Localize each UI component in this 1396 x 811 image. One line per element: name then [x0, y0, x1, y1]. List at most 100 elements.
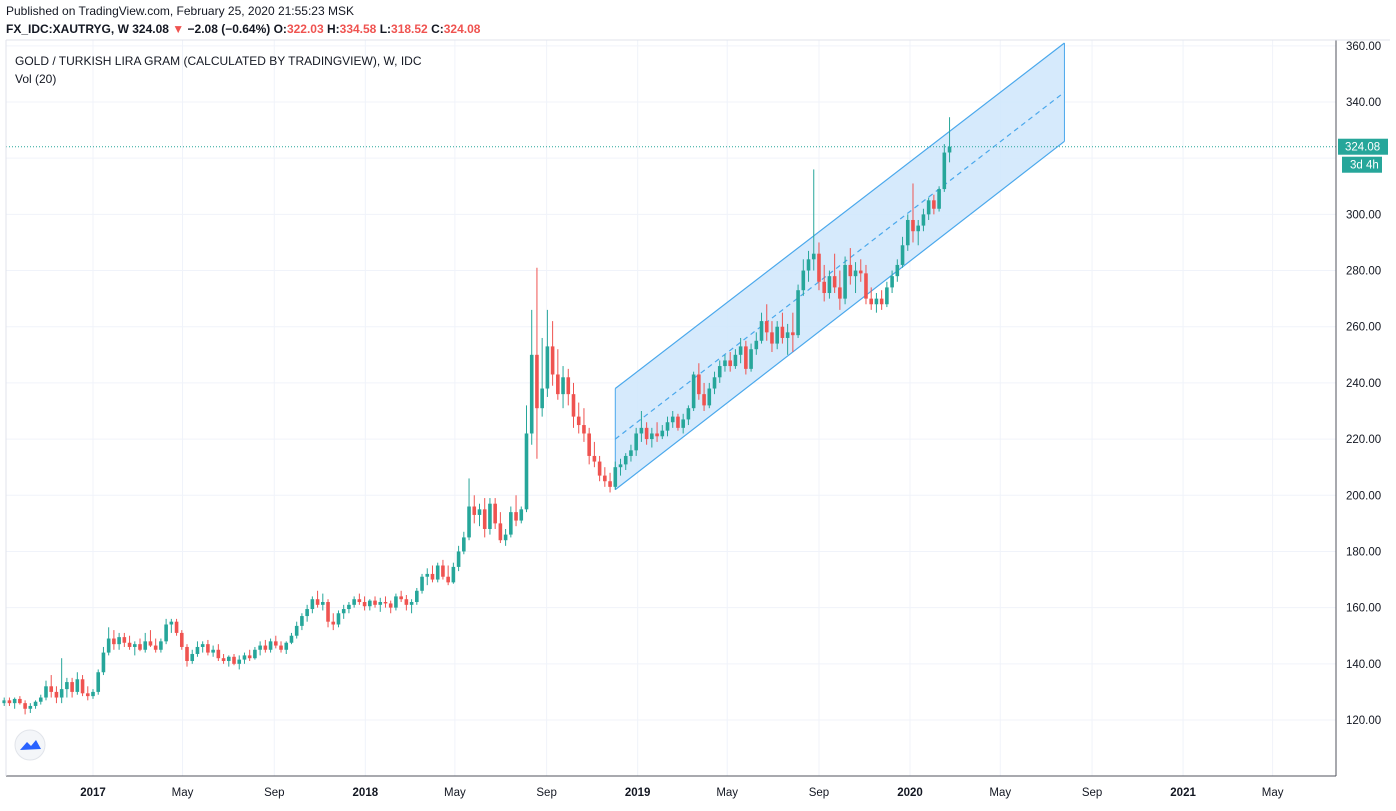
candle-body — [644, 427, 649, 440]
candle-body — [728, 360, 732, 367]
candle-body — [38, 697, 43, 702]
ohlc-line: FX_IDC:XAUTRYG, W 324.08 ▼ −2.08 (−0.64%… — [6, 22, 480, 36]
candle-body — [195, 646, 200, 654]
candle-body — [509, 512, 513, 535]
candle-body — [378, 602, 383, 605]
close-value: 324.08 — [443, 22, 481, 36]
candle-body — [608, 481, 612, 487]
candle-body — [101, 652, 106, 673]
candle-body — [362, 602, 367, 607]
candle-body — [759, 321, 764, 341]
chart-title: GOLD / TURKISH LIRA GRAM (CALCULATED BY … — [15, 54, 422, 68]
candle-body — [75, 679, 80, 692]
channel-median-line — [614, 91, 1065, 440]
candle-body — [702, 394, 706, 406]
close-label: C: — [431, 22, 444, 36]
high-label: H: — [326, 22, 340, 36]
candle-body — [2, 700, 7, 704]
candle-body — [691, 374, 696, 409]
candle-body — [650, 433, 654, 440]
candle-body — [399, 596, 403, 600]
candle-body — [49, 686, 54, 692]
candle-body — [279, 645, 283, 650]
candle-body — [164, 624, 168, 642]
volume-indicator-label: Vol (20) — [15, 72, 56, 86]
candle-body — [503, 534, 508, 541]
candle-body — [284, 642, 289, 650]
channel-upper-line — [614, 42, 1065, 390]
x-tick-label: 2021 — [1170, 787, 1196, 799]
candle-body — [686, 408, 691, 420]
candle-body — [321, 602, 325, 605]
candle-body — [54, 691, 59, 698]
candle-body — [858, 270, 863, 274]
price-badge-text: 324.08 — [1345, 142, 1380, 154]
x-tick-label: May — [172, 787, 194, 799]
candle-body — [23, 703, 27, 709]
candle-body — [216, 649, 221, 659]
x-tick-label: 2020 — [897, 787, 923, 799]
open-label: O: — [273, 22, 287, 36]
y-tick-label: 220.00 — [1346, 434, 1381, 446]
tradingview-logo-icon[interactable] — [14, 729, 46, 761]
candle-body — [12, 698, 17, 704]
candle-body — [482, 509, 487, 529]
candle-body — [425, 573, 430, 577]
y-tick-label: 280.00 — [1346, 266, 1381, 278]
candle-body — [697, 374, 701, 395]
candle-body — [712, 377, 717, 389]
candle-body — [268, 641, 273, 650]
candle-body — [174, 621, 179, 633]
candle-body — [472, 506, 477, 515]
candle-body — [514, 512, 518, 521]
candle-body — [127, 642, 132, 647]
candle-body — [18, 698, 22, 704]
candle-body — [853, 270, 858, 277]
open-value: 322.03 — [286, 22, 324, 36]
candle-body — [911, 219, 915, 232]
candle-body — [629, 450, 633, 456]
candle-body — [117, 637, 121, 645]
candle-body — [388, 603, 393, 608]
candle-body — [294, 625, 299, 636]
candle-body — [916, 225, 921, 232]
candle-body — [331, 621, 336, 625]
candle-body — [85, 693, 90, 697]
candle-body — [827, 276, 832, 294]
x-tick-label: 2017 — [80, 787, 106, 799]
candle-body — [404, 599, 409, 605]
candle-body — [947, 146, 952, 153]
candle-body — [843, 264, 847, 299]
candle-body — [670, 416, 675, 423]
candle-body — [451, 566, 456, 583]
candle-body — [556, 374, 560, 395]
candle-body — [477, 509, 482, 515]
candle-body — [655, 433, 659, 437]
candle-body — [926, 200, 931, 215]
candle-body — [237, 659, 242, 664]
parallel-channel[interactable] — [614, 42, 1065, 491]
candle-body — [785, 332, 790, 338]
candle-body — [420, 576, 424, 591]
x-tick-label: Sep — [1082, 787, 1102, 799]
y-tick-label: 180.00 — [1346, 546, 1381, 558]
candle-body — [65, 682, 69, 690]
y-tick-label: 200.00 — [1346, 490, 1381, 502]
candle-body — [305, 609, 309, 617]
candle-body — [326, 602, 330, 622]
candle-body — [96, 672, 101, 692]
candle-body — [801, 270, 806, 291]
candle-body — [169, 621, 174, 625]
x-tick-label: Sep — [809, 787, 829, 799]
candle-body — [775, 326, 779, 344]
x-tick-label: May — [444, 787, 466, 799]
candle-body — [681, 419, 685, 428]
candle-body — [493, 503, 497, 524]
change-down-icon: ▼ — [172, 22, 185, 36]
countdown-badge — [1342, 156, 1382, 173]
candle-body — [153, 645, 158, 650]
candle-body — [754, 340, 759, 350]
candle-body — [190, 653, 195, 662]
candle-body — [921, 214, 926, 226]
